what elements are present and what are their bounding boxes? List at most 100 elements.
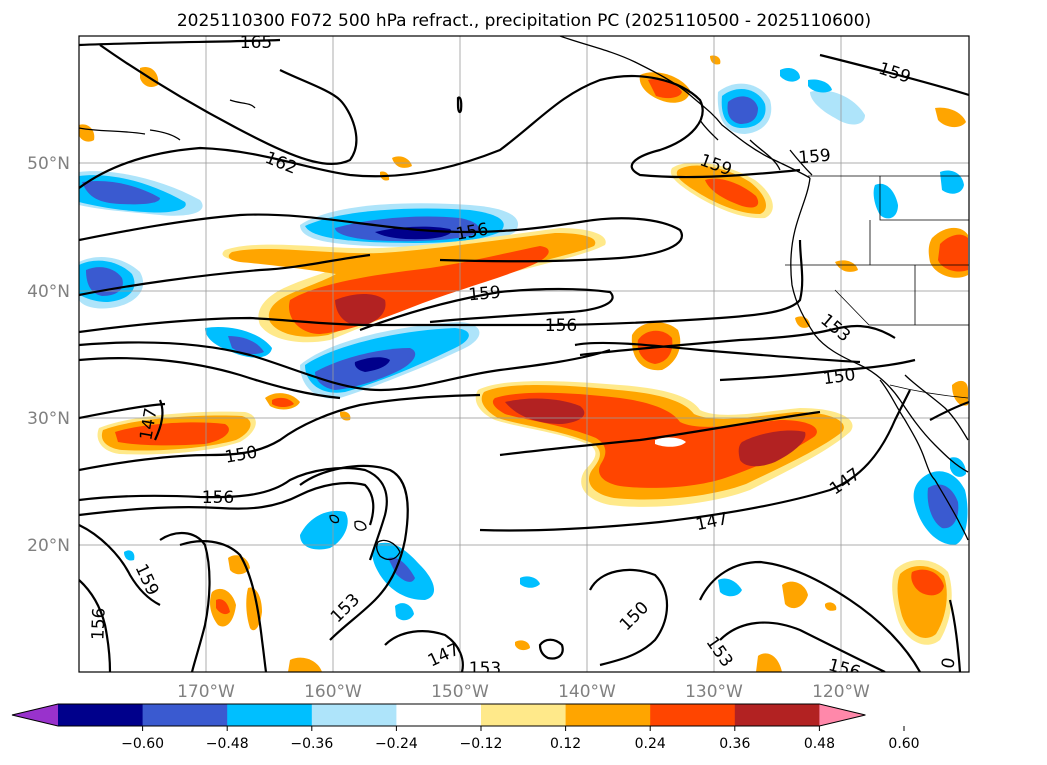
coastline-aleutians xyxy=(79,99,256,141)
contour-label: 156 xyxy=(202,488,234,508)
pos-area-west-28n-deep xyxy=(115,422,229,446)
colorbar: −0.60 −0.48 −0.36 −0.24 −0.12 0.12 0.24 0.36 0.4… xyxy=(11,703,920,752)
longitude-labels: 170°W 160°W 150°W 140°W 130°W 120°W xyxy=(177,682,870,702)
contour-147-south xyxy=(384,630,464,672)
neg-area-hawaii-east-deep xyxy=(388,557,415,582)
colorbar-tick-label: 0.60 xyxy=(888,736,919,752)
pos-area-29n-band-core-east xyxy=(738,430,806,467)
neg-area-bc-coast-deep xyxy=(727,96,758,124)
colorbar-segment xyxy=(396,704,482,726)
contour-156-west xyxy=(79,466,388,561)
pos-area-sw-14n-deep xyxy=(216,599,230,615)
colorbar-tick-label: −0.36 xyxy=(290,736,333,752)
colorbar-tick-label: −0.48 xyxy=(206,736,249,752)
pos-area-tiny-b xyxy=(710,55,721,65)
colorbar-tick-label: −0.24 xyxy=(375,736,418,752)
colorbar-segment xyxy=(565,704,651,726)
colorbar-tick-label: 0.12 xyxy=(550,736,581,752)
map-frame xyxy=(78,35,970,673)
contour-150-east xyxy=(574,341,861,364)
coastline-hawaii-maui xyxy=(354,520,367,531)
contour-label: 0 xyxy=(938,656,960,670)
contour-loop-mid xyxy=(538,638,564,660)
contour-147-tail xyxy=(499,410,821,457)
map-title: 2025110300 F072 500 hPa refract., precip… xyxy=(177,11,871,31)
contour-162 xyxy=(99,44,358,165)
neg-area-southeast-small xyxy=(718,578,742,597)
neg-area-hawaii-south xyxy=(395,603,414,621)
coastline-hawaii-oahu xyxy=(329,514,340,524)
coastline-bc-islands xyxy=(699,119,813,176)
contour-159-mid xyxy=(79,253,614,332)
pos-area-alaska-deep xyxy=(648,78,682,99)
lat-label-30n: 30°N xyxy=(27,409,70,429)
contour-150-mid xyxy=(79,357,916,400)
lon-label-170w: 170°W xyxy=(177,682,235,702)
contour-150-west xyxy=(79,393,481,472)
pos-area-interior-42n-deep xyxy=(938,234,968,272)
refractivity-contours xyxy=(79,38,969,672)
colorbar-segment xyxy=(142,704,228,726)
pos-area-mexico-15n-deep xyxy=(911,569,944,596)
contour-153-mid xyxy=(79,324,896,392)
lat-label-20n: 20°N xyxy=(27,536,70,556)
pos-area-south-11n xyxy=(288,657,322,672)
colorbar-extend-max xyxy=(819,704,866,726)
contour-156-sw xyxy=(79,579,112,672)
neg-area-mexico-deep xyxy=(927,484,959,529)
coastline-baja xyxy=(879,379,936,481)
lat-label-40n: 40°N xyxy=(27,282,70,302)
contour-147-east xyxy=(479,389,911,532)
pos-area-29n-hole xyxy=(655,437,686,447)
lat-label-50n: 50°N xyxy=(27,154,70,174)
contour-147-west xyxy=(79,399,166,441)
pos-area-tiny-a xyxy=(515,640,530,651)
neg-area-35n-band-core xyxy=(354,357,390,372)
colorbar-segment xyxy=(481,704,567,726)
contour-loop-sw-2 xyxy=(179,540,268,672)
neg-area-bc-north-3 xyxy=(808,79,832,93)
pos-area-canada-east xyxy=(935,107,966,128)
contour-label: 150 xyxy=(822,365,857,389)
contour-156-se xyxy=(719,621,886,672)
colorbar-segment xyxy=(734,704,820,726)
contour-label: 156 xyxy=(88,607,109,640)
colorbar-segment xyxy=(58,704,144,726)
lon-label-140w: 140°W xyxy=(558,682,616,702)
coastline-hawaii-big xyxy=(376,539,401,561)
map-area: 165 159 162 159 156 159 159 156 153 150 … xyxy=(79,36,969,672)
coastline-gulf-california xyxy=(904,374,969,441)
neg-area-north-band-core xyxy=(375,226,452,240)
neg-area-far-west-tiny xyxy=(124,550,135,561)
neg-area-bc-north xyxy=(810,90,865,125)
latitude-labels: 50°N 40°N 30°N 20°N xyxy=(27,154,70,556)
lon-label-160w: 160°W xyxy=(304,682,362,702)
lon-label-150w: 150°W xyxy=(431,682,489,702)
colorbar-segment xyxy=(650,704,736,726)
pos-area-nw-47n xyxy=(392,156,412,168)
contour-156-mid xyxy=(79,239,804,334)
colorbar-outline xyxy=(11,703,866,727)
pos-area-south-11n-b xyxy=(756,653,782,672)
lon-label-120w: 120°W xyxy=(812,682,870,702)
border-us-mexico xyxy=(889,384,969,399)
contour-159-sw xyxy=(79,524,161,606)
map-background xyxy=(79,36,969,672)
colorbar-tick-label: 0.24 xyxy=(635,736,666,752)
pos-area-coast-35n xyxy=(795,316,810,328)
contour-label: 156 xyxy=(545,316,577,336)
colorbar-tick-label: 0.48 xyxy=(804,736,835,752)
contour-165 xyxy=(79,38,281,47)
contour-east-tail xyxy=(929,400,969,421)
contour-label: 159 xyxy=(468,283,502,306)
colorbar-tick-label: −0.60 xyxy=(121,736,164,752)
border-state-lines xyxy=(785,176,969,326)
neg-area-bc-north-2 xyxy=(780,67,800,82)
colorbar-segment xyxy=(311,704,397,726)
pos-area-42n-band-core xyxy=(335,294,386,326)
coastline-mexico-inland xyxy=(934,479,969,541)
neg-area-south-tiny xyxy=(520,576,540,588)
contour-loop-bc xyxy=(456,96,463,114)
colorbar-extend-min xyxy=(12,704,58,726)
contour-156-north xyxy=(79,213,683,263)
